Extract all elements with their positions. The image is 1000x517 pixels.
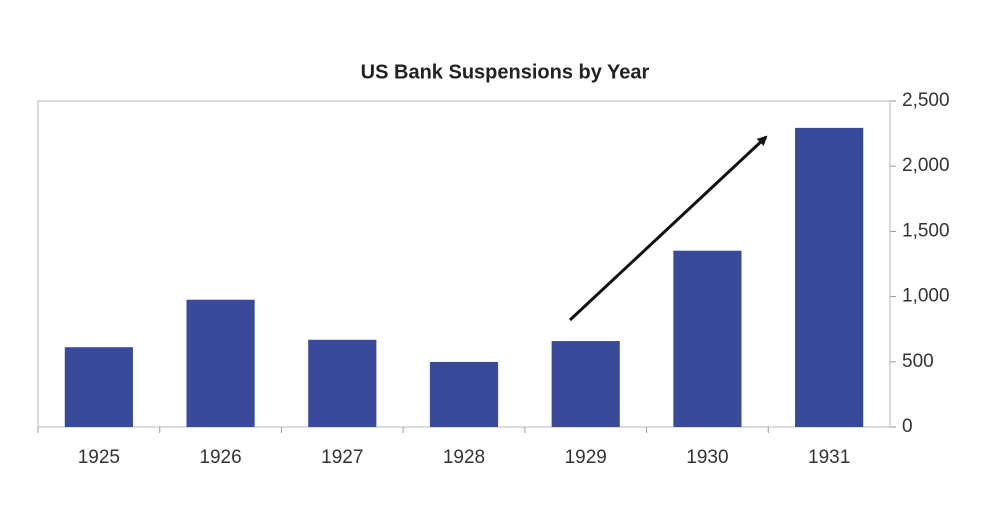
x-tick-label: 1925: [78, 447, 120, 468]
bar: [64, 347, 133, 427]
y-tick-label: 1,000: [902, 286, 950, 307]
x-tick-label: 1930: [686, 447, 728, 468]
bar: [308, 339, 377, 427]
x-tick-label: 1926: [199, 447, 241, 468]
y-tick-label: 2,000: [902, 155, 950, 176]
chart-title: US Bank Suspensions by Year: [361, 61, 650, 83]
y-tick-label: 1,500: [902, 220, 950, 241]
x-tick-label: 1928: [443, 447, 485, 468]
bar: [429, 361, 499, 427]
x-tick-label: 1927: [321, 447, 363, 468]
y-tick-label: 0: [902, 416, 913, 437]
bar: [795, 127, 864, 427]
marks: [64, 127, 864, 427]
bar: [186, 299, 255, 427]
bar: [551, 341, 620, 427]
y-tick-label: 2,500: [902, 90, 950, 111]
x-tick-label: 1929: [565, 447, 607, 468]
trend-arrow: [568, 135, 768, 322]
bar: [673, 250, 742, 427]
x-tick-label: 1931: [808, 447, 850, 468]
y-tick-label: 500: [902, 351, 934, 372]
